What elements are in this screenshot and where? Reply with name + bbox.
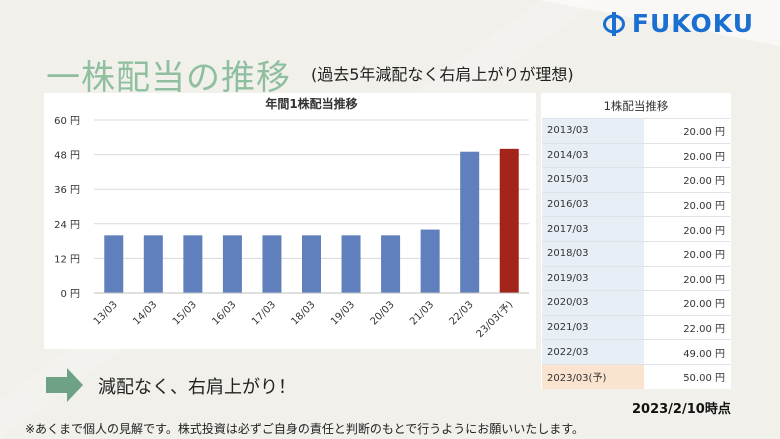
x-tick-label: 20/03 <box>369 299 397 327</box>
x-tick-label: 16/03 <box>210 299 238 327</box>
table-row: 2022/03 49.00 円 <box>542 339 730 365</box>
table-year-cell: 2023/03(予) <box>542 363 644 389</box>
table-value-cell: 50.00 円 <box>644 363 730 389</box>
table-value-cell: 20.00 円 <box>644 265 730 291</box>
table-row: 2016/03 20.00 円 <box>542 191 730 217</box>
table-year-cell: 2021/03 <box>542 314 644 340</box>
x-tick-label: 19/03 <box>329 299 357 327</box>
table-year-cell: 2013/03 <box>542 118 644 144</box>
x-tick-label: 22/03 <box>448 299 476 327</box>
x-tick-label: 14/03 <box>131 299 159 327</box>
x-tick-label: 18/03 <box>289 299 317 327</box>
table-value-cell: 20.00 円 <box>644 167 730 193</box>
dividend-table: 1株配当推移 2013/03 20.00 円 2014/03 20.00 円 2015/… <box>542 93 730 389</box>
table-year-cell: 2016/03 <box>542 191 644 217</box>
table-value-cell: 20.00 円 <box>644 191 730 217</box>
bar <box>341 235 361 293</box>
table-value-cell: 20.00 円 <box>644 142 730 168</box>
table-row: 2014/03 20.00 円 <box>542 142 730 168</box>
dividend-bar-chart: 年間1株配当推移 0 円 12 円 24 円 36 円 48 円 60 円 13/03 14/0… <box>54 96 529 341</box>
table-value-cell: 49.00 円 <box>644 339 730 365</box>
table-header: 1株配当推移 <box>603 98 669 113</box>
table-row: 2019/03 20.00 円 <box>542 265 730 291</box>
table-value-cell: 20.00 円 <box>644 290 730 316</box>
logo-text: FUKOKU <box>631 9 754 38</box>
table-row: 2015/03 20.00 円 <box>542 167 730 193</box>
table-year-cell: 2015/03 <box>542 167 644 193</box>
bar <box>302 235 321 293</box>
x-tick-label: 13/03 <box>92 299 120 327</box>
x-tick-label: 15/03 <box>171 299 199 327</box>
y-tick-label: 36 円 <box>54 185 80 196</box>
table-row: 2018/03 20.00 円 <box>542 240 730 267</box>
y-tick-label: 0 円 <box>60 289 80 300</box>
table-year-cell: 2019/03 <box>542 265 644 291</box>
bar <box>460 151 480 293</box>
table-year-cell: 2017/03 <box>542 216 644 242</box>
table-row: 2017/03 20.00 円 <box>542 216 730 242</box>
table-value-cell: 20.00 円 <box>644 240 730 267</box>
table-year-cell: 2014/03 <box>542 142 644 168</box>
page-subtitle: (過去5年減配なく右肩上がりが理想) <box>311 65 574 84</box>
y-tick-label: 24 円 <box>54 220 80 231</box>
y-tick-label: 60 円 <box>54 116 80 127</box>
summary-caption: 減配なく、右肩上がり！ <box>98 377 296 398</box>
table-year-cell: 2020/03 <box>542 290 644 316</box>
chart-title: 年間1株配当推移 <box>265 96 357 111</box>
fukoku-logo: FUKOKU <box>602 9 754 38</box>
disclaimer-footnote: ※あくまで個人の見解です。株式投資は必ずご自身の責任と判断のもとで行うようにお願… <box>25 422 585 436</box>
bar <box>262 235 282 293</box>
as-of-date: 2023/2/10時点 <box>632 402 731 417</box>
page-title: 一株配当の推移 <box>46 58 291 98</box>
dividend-chart-panel: 年間1株配当推移 0 円 12 円 24 円 36 円 48 円 60 円 13/03 14/0… <box>44 93 536 349</box>
table-row: 2013/03 20.00 円 <box>542 118 730 144</box>
bar <box>104 235 124 293</box>
y-tick-label: 48 円 <box>54 151 80 162</box>
x-tick-label: 23/03(予) <box>474 299 516 341</box>
bar <box>183 235 203 293</box>
bar <box>143 235 163 293</box>
bar <box>420 229 440 293</box>
bar <box>222 235 242 293</box>
table-row: 2021/03 22.00 円 <box>542 314 730 340</box>
bar <box>499 148 519 293</box>
x-tick-label: 21/03 <box>408 299 436 327</box>
y-tick-label: 12 円 <box>54 254 80 265</box>
table-value-cell: 20.00 円 <box>644 118 730 144</box>
right-arrow-icon <box>46 368 83 402</box>
table-row: 2020/03 20.00 円 <box>542 290 730 316</box>
table-row: 2023/03(予) 50.00 円 <box>542 363 730 389</box>
bar <box>381 235 401 293</box>
table-year-cell: 2022/03 <box>542 339 644 365</box>
table-value-cell: 22.00 円 <box>644 314 730 340</box>
fukoku-emblem-icon <box>602 11 625 36</box>
table-year-cell: 2018/03 <box>542 240 644 267</box>
x-tick-label: 17/03 <box>250 299 278 327</box>
dividend-table-panel: 1株配当推移 2013/03 20.00 円 2014/03 20.00 円 2015/… <box>541 93 731 389</box>
table-value-cell: 20.00 円 <box>644 216 730 242</box>
